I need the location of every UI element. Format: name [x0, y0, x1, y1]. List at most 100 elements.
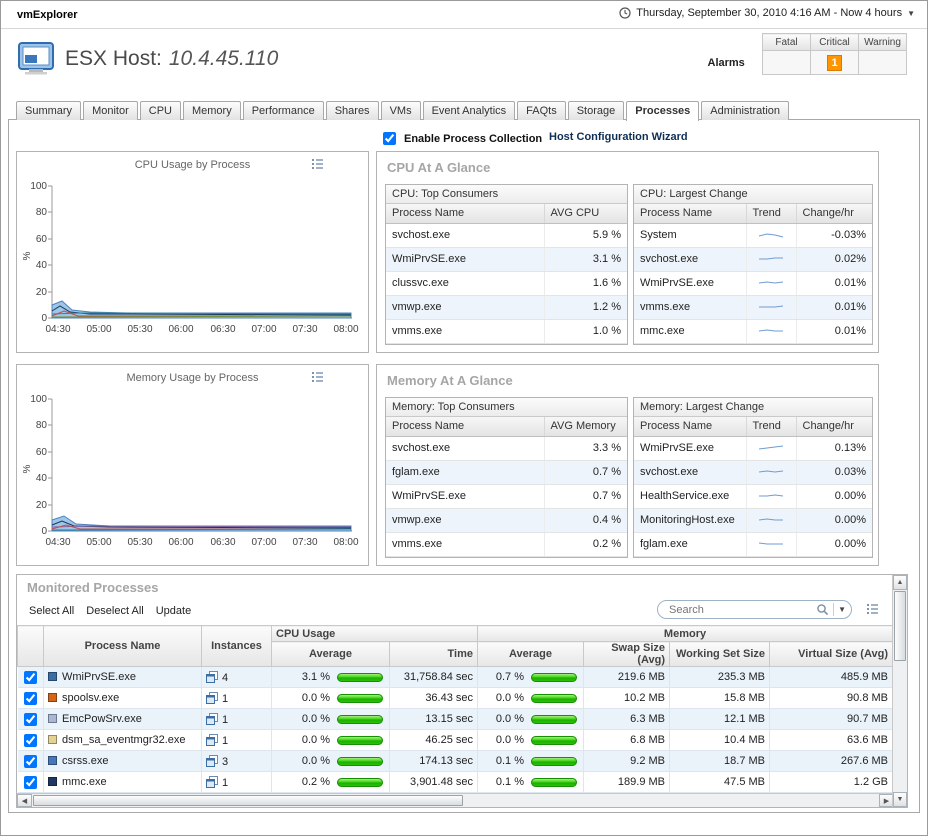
horizontal-scrollbar[interactable]: ◀ ▶ [17, 793, 894, 807]
trend-cell [746, 436, 797, 461]
column-header-trend[interactable]: Trend [746, 417, 797, 437]
vertical-scrollbar[interactable]: ▲ ▼ [892, 575, 907, 807]
subtable-title: Memory: Largest Change [634, 398, 872, 417]
deselect-all-link[interactable]: Deselect All [86, 605, 144, 617]
checkbox-cell [17, 687, 44, 709]
row-checkbox[interactable] [24, 712, 38, 726]
column-header-process-name[interactable]: Process Name [43, 625, 202, 667]
svg-text:80: 80 [36, 420, 48, 431]
column-header-virtual-size[interactable]: Virtual Size (Avg) [769, 641, 894, 667]
enable-process-collection: Enable Process Collection [379, 129, 542, 148]
search-input[interactable] [667, 602, 817, 617]
usage-bar [531, 756, 578, 766]
svg-text:04:30: 04:30 [45, 537, 70, 548]
customizer-icon[interactable] [311, 158, 324, 170]
svg-text:07:30: 07:30 [292, 537, 317, 548]
trend-cell [746, 295, 797, 320]
critical-badge[interactable]: 1 [827, 54, 842, 71]
process-name: WmiPrvSE.exe [386, 247, 545, 272]
search-icon[interactable] [816, 603, 829, 616]
search-divider [833, 603, 835, 616]
row-checkbox[interactable] [24, 670, 38, 684]
table-row: MonitoringHost.exe 0.00% [634, 508, 872, 533]
tab-bar: Summary Monitor CPU Memory Performance S… [16, 101, 789, 121]
tab-shares[interactable]: Shares [325, 101, 379, 120]
vertical-scroll-thumb[interactable] [894, 591, 906, 661]
checkbox-cell [17, 729, 44, 751]
search-box[interactable]: ▼ [657, 600, 852, 619]
cpu-average-value: 0.2 % [301, 776, 330, 788]
column-header-time[interactable]: Time [388, 641, 479, 667]
monitored-processes-table: Process Name Instances CPU Usage Memory … [17, 625, 894, 807]
process-name: spoolsv.exe [62, 692, 120, 704]
row-checkbox[interactable] [24, 775, 38, 789]
change-value: 0.02% [796, 247, 872, 272]
trend-sparkline [758, 232, 784, 237]
enable-process-collection-checkbox[interactable] [383, 132, 396, 145]
tab-storage[interactable]: Storage [567, 101, 625, 120]
column-header-memory-average[interactable]: Average [477, 641, 585, 667]
column-header-working-set[interactable]: Working Set Size [669, 641, 771, 667]
update-link[interactable]: Update [155, 605, 192, 617]
select-all-link[interactable]: Select All [29, 605, 75, 617]
column-header-process-name[interactable]: Process Name [386, 417, 545, 437]
checkbox-cell [17, 750, 44, 772]
row-checkbox[interactable] [24, 754, 38, 768]
alarms-fatal-count[interactable] [762, 50, 811, 75]
enable-process-collection-label: Enable Process Collection [404, 132, 543, 145]
tab-event-analytics[interactable]: Event Analytics [422, 101, 516, 120]
subtable-title: CPU: Top Consumers [386, 185, 627, 204]
cpu-at-a-glance-panel: CPU At A Glance CPU: Top Consumers Proce… [376, 151, 879, 353]
process-name: svchost.exe [386, 223, 545, 248]
customizer-icon[interactable] [311, 371, 324, 383]
cpu-average-value: 3.1 % [301, 671, 330, 683]
svg-text:05:00: 05:00 [86, 537, 111, 548]
monitored-toolbar: Select All Deselect All Update [29, 601, 191, 621]
column-header-swap-size[interactable]: Swap Size (Avg) [583, 641, 671, 667]
trend-sparkline [758, 445, 784, 449]
cpu-average-cell: 0.0 % [271, 708, 390, 730]
tab-administration[interactable]: Administration [701, 101, 789, 120]
avg-cpu-value: 5.9 % [544, 223, 627, 248]
row-checkbox[interactable] [24, 691, 38, 705]
tab-cpu[interactable]: CPU [139, 101, 181, 120]
tab-memory[interactable]: Memory [182, 101, 241, 120]
scroll-down-button[interactable]: ▼ [893, 792, 907, 807]
column-header-process-name[interactable]: Process Name [634, 204, 747, 224]
tab-processes[interactable]: Processes [626, 101, 700, 121]
tab-faqts[interactable]: FAQts [517, 101, 566, 120]
horizontal-scroll-thumb[interactable] [33, 795, 463, 806]
svg-text:60: 60 [36, 234, 48, 245]
cpu-largest-change-table: CPU: Largest Change Process Name Trend C… [633, 184, 873, 345]
column-header-cpu-average[interactable]: Average [271, 641, 390, 667]
tab-performance[interactable]: Performance [242, 101, 324, 120]
scroll-left-button[interactable]: ◀ [17, 794, 32, 807]
column-header-change-hr[interactable]: Change/hr [796, 204, 872, 224]
column-header-process-name[interactable]: Process Name [386, 204, 545, 224]
monitored-processes-panel: Monitored Processes Select All Deselect … [16, 574, 908, 808]
host-configuration-wizard-link[interactable]: Host Configuration Wizard [549, 131, 688, 143]
alarms-critical-count[interactable]: 1 [810, 50, 859, 75]
column-header-change-hr[interactable]: Change/hr [796, 417, 872, 437]
usage-bar [337, 756, 383, 766]
column-header-instances[interactable]: Instances [201, 625, 272, 667]
row-checkbox[interactable] [24, 733, 38, 747]
tab-monitor[interactable]: Monitor [83, 101, 138, 120]
memory-average-cell: 0.0 % [477, 729, 585, 751]
column-header-avg-cpu[interactable]: AVG CPU [544, 204, 627, 224]
tab-summary[interactable]: Summary [16, 101, 82, 120]
working-set-cell: 15.8 MB [669, 687, 771, 709]
customizer-icon[interactable] [866, 603, 879, 615]
process-name: vmms.exe [634, 295, 747, 320]
tab-vms[interactable]: VMs [380, 101, 421, 120]
search-options-chevron-icon[interactable]: ▼ [838, 605, 846, 614]
time-range-selector[interactable]: Thursday, September 30, 2010 4:16 AM - N… [619, 7, 915, 19]
scroll-up-button[interactable]: ▲ [893, 575, 907, 590]
time-cell: 46.25 sec [389, 729, 479, 751]
column-header-process-name[interactable]: Process Name [634, 417, 747, 437]
alarms-warning-count[interactable] [858, 50, 907, 75]
processes-tab-content: Enable Process Collection Host Configura… [8, 119, 920, 813]
app-title: vmExplorer [17, 9, 78, 21]
column-header-trend[interactable]: Trend [746, 204, 797, 224]
column-header-avg-memory[interactable]: AVG Memory [544, 417, 627, 437]
